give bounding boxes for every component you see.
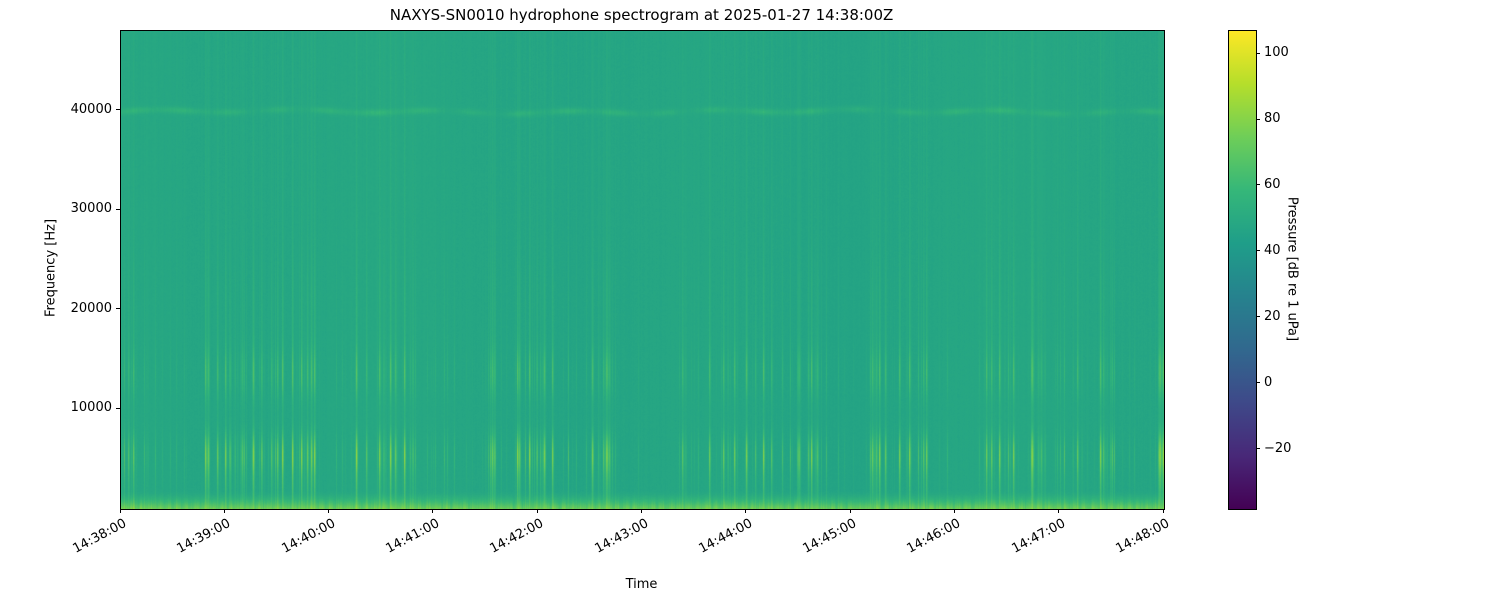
- x-tick-mark: [432, 509, 434, 513]
- colorbar: [1228, 30, 1257, 510]
- x-tick-mark: [849, 509, 851, 513]
- plot-area: [120, 30, 1165, 510]
- y-tick-mark: [116, 109, 120, 111]
- y-tick-mark: [116, 308, 120, 310]
- spectrogram-heatmap: [121, 31, 1164, 509]
- x-tick-mark: [953, 509, 955, 513]
- colorbar-tick-label: 80: [1264, 111, 1281, 126]
- colorbar-tick-label: −20: [1264, 440, 1292, 456]
- x-tick-mark: [1162, 509, 1164, 513]
- colorbar-tick-mark: [1256, 250, 1260, 252]
- x-tick-mark: [223, 509, 225, 513]
- colorbar-tick-mark: [1256, 448, 1260, 450]
- x-tick-mark: [641, 509, 642, 513]
- colorbar-tick-label: 60: [1264, 176, 1281, 192]
- x-tick-mark: [119, 509, 121, 513]
- colorbar-tick-mark: [1256, 52, 1260, 54]
- y-tick-mark: [116, 208, 120, 210]
- y-axis-label: Frequency [Hz]: [43, 218, 59, 318]
- colorbar-tick-label: 100: [1264, 45, 1289, 61]
- colorbar-tick-mark: [1256, 316, 1260, 318]
- x-tick-mark: [745, 509, 747, 513]
- colorbar-gradient: [1229, 31, 1256, 509]
- colorbar-tick-label: 20: [1264, 308, 1281, 324]
- x-tick-mark: [328, 509, 330, 513]
- x-axis-label: Time: [625, 577, 658, 592]
- y-tick-label: 30000: [70, 201, 112, 217]
- x-tick-mark: [536, 509, 538, 513]
- colorbar-tick-mark: [1256, 184, 1260, 186]
- colorbar-tick-mark: [1256, 118, 1260, 120]
- colorbar-label: Pressure [dB re 1 uPa]: [1284, 196, 1300, 342]
- colorbar-tick-label: 40: [1264, 242, 1281, 258]
- x-tick-mark: [1058, 509, 1060, 513]
- colorbar-tick-label: 0: [1264, 374, 1273, 390]
- chart-title: NAXYS-SN0010 hydrophone spectrogram at 2…: [389, 6, 894, 24]
- colorbar-tick-mark: [1256, 382, 1260, 384]
- y-tick-label: 20000: [70, 300, 112, 316]
- y-tick-label: 10000: [70, 400, 112, 416]
- y-tick-mark: [116, 407, 120, 409]
- y-tick-label: 40000: [70, 101, 112, 117]
